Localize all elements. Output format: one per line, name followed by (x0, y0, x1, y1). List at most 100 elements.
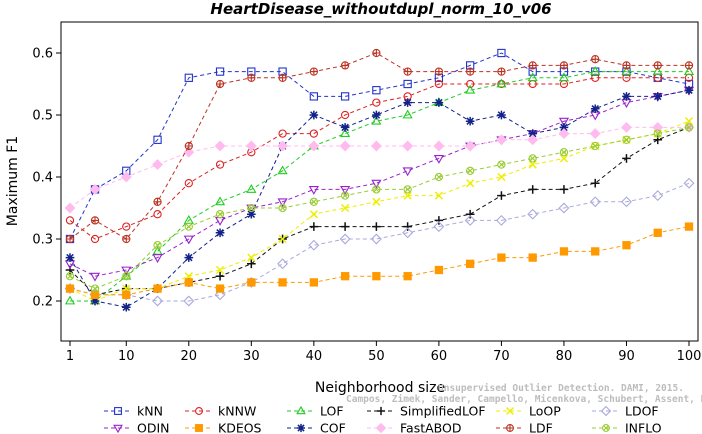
data-point-knn (184, 73, 193, 82)
data-point-odin (64, 260, 76, 270)
data-point-cof (590, 104, 600, 114)
legend-item-loop: LoOP (496, 404, 561, 419)
legend-item-kdeos: KDEOS (185, 421, 262, 434)
data-point-knnw (309, 129, 318, 138)
data-point-loop (309, 210, 318, 219)
data-point-knnw (372, 98, 381, 107)
x-tick-label: 80 (556, 349, 573, 364)
legend-label: ODIN (137, 421, 170, 434)
data-point-fastabod (214, 140, 226, 152)
data-point-ldof (589, 196, 601, 208)
series-kdeos (65, 222, 694, 299)
data-point-kdeos (466, 259, 475, 268)
x-tick-label: 20 (181, 349, 198, 364)
data-point-knn (309, 92, 318, 101)
legend-item-inflo: INFLO (592, 421, 662, 434)
x-tick-label: 50 (368, 349, 385, 364)
data-point-lof (64, 295, 76, 305)
data-point-fastabod (652, 121, 664, 133)
legend-item-ldof: LDOF (592, 404, 659, 419)
data-point-inflo (434, 172, 444, 182)
series-line-odin (69, 89, 690, 277)
data-point-kdeos (559, 247, 569, 256)
x-tick-label: 1 (66, 349, 74, 364)
data-point-cof (559, 123, 569, 132)
data-point-kdeos (528, 253, 537, 262)
data-point-kdeos (403, 272, 412, 281)
x-tick-label: 40 (306, 349, 323, 364)
data-point-simplifiedlof (215, 271, 225, 281)
data-point-loop (466, 179, 475, 188)
data-point-kdeos (497, 253, 506, 262)
data-point-ldof (558, 202, 570, 214)
legend-marker (376, 406, 386, 416)
data-point-ldf (184, 141, 193, 151)
data-point-simplifiedlof (434, 216, 444, 225)
series-line-knn (69, 52, 690, 240)
data-point-odin (308, 185, 319, 195)
data-point-loop (340, 203, 350, 213)
data-point-simplifiedlof (528, 185, 538, 194)
data-point-fastabod (527, 134, 539, 146)
data-point-simplifiedlof (372, 222, 381, 231)
legend-label: INFLO (625, 421, 662, 434)
data-point-inflo (215, 210, 225, 219)
data-point-cof (309, 110, 319, 120)
data-point-loop (684, 117, 694, 126)
y-tick-label: 0.6 (32, 47, 53, 62)
data-point-ldf (653, 61, 662, 70)
legend-marker (375, 422, 387, 434)
legend-label: LoOP (529, 404, 561, 419)
legend-item-simplifiedlof: SimplifiedLOF (367, 404, 486, 419)
y-tick-label: 0.4 (32, 171, 53, 186)
data-point-fastabod (464, 140, 476, 152)
data-point-odin (89, 272, 101, 282)
data-point-cof (528, 129, 538, 138)
data-point-loop (247, 253, 256, 262)
series-ldof (64, 177, 695, 307)
series-knnw (65, 73, 694, 244)
series-knn (65, 48, 694, 244)
data-point-ldof (621, 196, 632, 208)
legend-marker (195, 424, 203, 432)
x-tick-label: 10 (118, 349, 135, 364)
data-point-odin (340, 185, 351, 195)
y-axis-label: Maximum F1 (5, 136, 21, 226)
data-point-simplifiedlof (622, 154, 631, 163)
data-point-fastabod (589, 128, 601, 140)
data-point-ldof (433, 221, 445, 233)
credit-line-1: Unsupervised Outlier Detection. DAMI, 20… (438, 383, 684, 394)
legend-label: LOF (320, 404, 344, 419)
y-tick-label: 0.5 (32, 109, 53, 124)
data-point-fastabod (402, 140, 414, 152)
series-line-cof (69, 89, 690, 308)
data-point-lof (496, 78, 507, 88)
data-point-knn (215, 67, 225, 76)
legend-marker (195, 407, 203, 415)
data-point-inflo (247, 203, 256, 213)
data-point-lof (402, 109, 413, 119)
data-point-cof (90, 296, 100, 306)
legend-item-fastabod: FastABOD (367, 421, 462, 434)
data-point-ldof (339, 233, 351, 245)
data-point-lof (465, 84, 476, 94)
data-point-cof (497, 110, 506, 120)
data-point-inflo (559, 148, 569, 157)
data-point-fastabod (433, 140, 445, 152)
x-tick-label: 60 (431, 349, 448, 364)
data-point-kdeos (591, 247, 600, 256)
data-point-kdeos (434, 265, 444, 275)
data-point-knn (403, 79, 412, 89)
data-point-inflo (497, 160, 506, 169)
data-point-cof (184, 253, 194, 262)
data-point-ldf (65, 234, 75, 244)
data-point-cof (653, 92, 663, 101)
series-inflo (65, 123, 694, 293)
data-point-knnw (466, 79, 475, 89)
data-point-fastabod (621, 121, 632, 133)
data-point-lof (277, 165, 288, 175)
data-point-inflo (309, 197, 318, 206)
data-point-lof (621, 66, 632, 76)
x-tick-label: 70 (493, 349, 510, 364)
